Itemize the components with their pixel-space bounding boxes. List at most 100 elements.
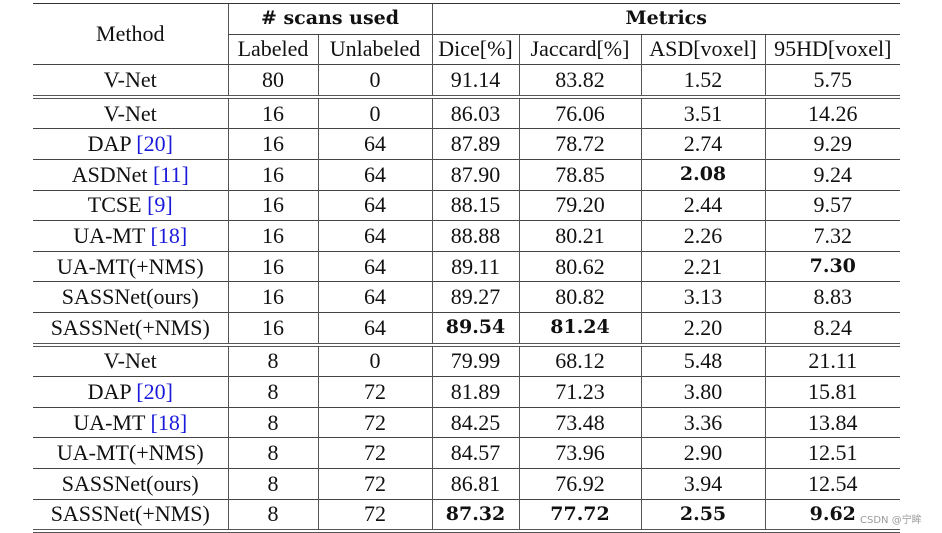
cell-hd95: 15.81 [764, 376, 900, 408]
method-name: UA-MT [73, 222, 151, 248]
citation-link[interactable]: [18] [150, 409, 188, 435]
cell-hd95: 9.57 [764, 189, 900, 221]
cell-method: UA-MT [18] [33, 406, 228, 438]
table-row: DAP [20] 8 72 81.89 71.23 3.80 15.81 [33, 376, 900, 408]
cell-asd: 3.94 [640, 467, 765, 499]
header-labeled: Labeled [227, 34, 318, 65]
cell-hd95: 13.84 [764, 406, 900, 438]
citation-link[interactable]: [18] [150, 222, 188, 248]
cell-asd: 3.36 [640, 406, 765, 438]
cell-asd: 2.21 [640, 250, 765, 282]
table-row: V-Net 16 0 86.03 76.06 3.51 14.26 [33, 94, 900, 129]
cell-asd: 2.90 [640, 437, 765, 469]
cell-dice: 81.89 [431, 376, 519, 408]
cell-dice: 84.57 [431, 437, 519, 469]
cell-asd: 2.44 [640, 189, 765, 221]
cell-jaccard: 79.20 [518, 189, 641, 221]
cell-unlabeled: 64 [317, 189, 432, 221]
cell-jaccard: 76.92 [518, 467, 641, 499]
cell-asd: 3.80 [640, 376, 765, 408]
table-row: SASSNet(ours) 8 72 86.81 76.92 3.94 12.54 [33, 467, 900, 499]
cell-jaccard: 71.23 [518, 376, 641, 408]
cell-labeled: 8 [227, 467, 318, 499]
cell-unlabeled: 64 [317, 220, 432, 252]
header-asd: ASD[voxel] [640, 34, 765, 65]
cell-labeled: 16 [227, 311, 318, 345]
cell-dice: 86.81 [431, 467, 519, 499]
method-name: ASDNet [71, 161, 153, 187]
cell-dice: 88.88 [431, 220, 519, 252]
cell-labeled: 16 [227, 94, 318, 129]
table-row: SASSNet(+NMS) 16 64 89.54 81.24 2.20 8.24 [33, 311, 900, 345]
cell-asd: 2.08 [640, 158, 765, 191]
citation-link[interactable]: [20] [136, 378, 173, 404]
cell-dice: 89.27 [431, 281, 519, 313]
cell-asd: 2.55 [640, 498, 765, 533]
header-dice: Dice[%] [431, 34, 519, 65]
cell-dice: 86.03 [431, 94, 519, 129]
cell-jaccard: 80.62 [518, 250, 641, 282]
cell-unlabeled: 72 [317, 406, 432, 438]
cell-method: V-Net [33, 94, 228, 129]
cell-asd: 3.13 [640, 281, 765, 313]
cell-labeled: 16 [227, 128, 318, 160]
table-row: TCSE [9] 16 64 88.15 79.20 2.44 9.57 [33, 189, 900, 221]
cell-hd95: 7.32 [764, 220, 900, 252]
cell-method: V-Net [33, 64, 228, 97]
cell-jaccard: 77.72 [518, 498, 641, 533]
citation-link[interactable]: [20] [136, 131, 173, 157]
method-name: UA-MT(+NMS) [56, 253, 204, 279]
cell-jaccard: 76.06 [518, 94, 641, 129]
table-body: V-Net 80 0 91.14 83.82 1.52 5.75 V-Net 16 0 86.03 7… [33, 64, 900, 533]
header-scans-used: # scans used [227, 3, 432, 35]
cell-unlabeled: 0 [317, 94, 432, 129]
cell-asd: 3.51 [640, 94, 765, 129]
cell-unlabeled: 64 [317, 158, 432, 191]
cell-unlabeled: 64 [317, 250, 432, 282]
method-name: DAP [87, 378, 137, 404]
cell-dice: 87.90 [431, 158, 519, 191]
cell-labeled: 16 [227, 250, 318, 282]
cell-hd95: 12.51 [764, 437, 900, 469]
cell-hd95: 9.29 [764, 128, 900, 160]
cell-method: ASDNet [11] [33, 158, 228, 191]
cell-hd95: 14.26 [764, 94, 900, 129]
method-name: UA-MT(+NMS) [56, 440, 204, 466]
header-row-2: Labeled Unlabeled Dice[%] Jaccard[%] ASD… [33, 34, 900, 65]
cell-method: DAP [20] [33, 376, 228, 408]
cell-asd: 2.26 [640, 220, 765, 252]
method-name: TCSE [87, 192, 148, 218]
cell-dice: 79.99 [431, 342, 519, 377]
cell-hd95: 9.24 [764, 158, 900, 191]
cell-jaccard: 80.82 [518, 281, 641, 313]
cell-asd: 2.20 [640, 311, 765, 345]
citation-link[interactable]: [11] [152, 161, 189, 187]
cell-unlabeled: 72 [317, 498, 432, 533]
cell-labeled: 8 [227, 498, 318, 533]
cell-method: DAP [20] [33, 128, 228, 160]
cell-method: UA-MT(+NMS) [33, 437, 228, 469]
cell-hd95: 9.62 [764, 498, 900, 533]
cell-jaccard: 81.24 [518, 311, 641, 345]
cell-hd95: 12.54 [764, 467, 900, 499]
watermark: CSDN @宁眸 [860, 515, 922, 526]
cell-jaccard: 68.12 [518, 342, 641, 377]
cell-jaccard: 73.96 [518, 437, 641, 469]
cell-hd95: 7.30 [764, 250, 900, 282]
header-jaccard: Jaccard[%] [518, 34, 641, 65]
citation-link[interactable]: [9] [147, 192, 173, 218]
method-name: SASSNet(+NMS) [50, 501, 210, 527]
cell-asd: 1.52 [640, 64, 765, 97]
cell-labeled: 8 [227, 376, 318, 408]
cell-unlabeled: 0 [317, 342, 432, 377]
cell-method: UA-MT(+NMS) [33, 250, 228, 282]
cell-hd95: 8.24 [764, 311, 900, 345]
cell-unlabeled: 72 [317, 437, 432, 469]
table-row: UA-MT [18] 16 64 88.88 80.21 2.26 7.32 [33, 220, 900, 252]
cell-unlabeled: 0 [317, 64, 432, 97]
method-name: V-Net [103, 348, 157, 374]
cell-dice: 87.89 [431, 128, 519, 160]
cell-method: TCSE [9] [33, 189, 228, 221]
cell-hd95: 21.11 [764, 342, 900, 377]
cell-labeled: 16 [227, 220, 318, 252]
